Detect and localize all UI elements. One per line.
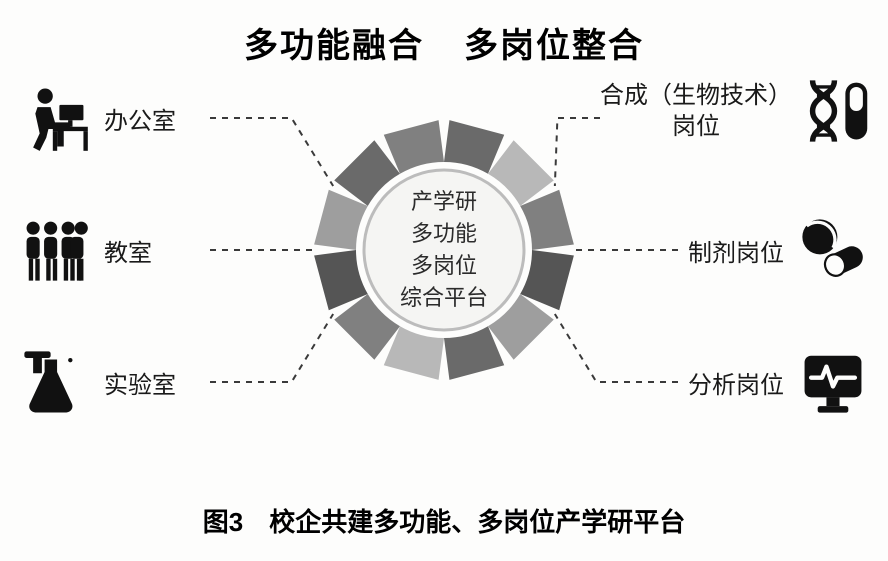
flask-icon (20, 347, 90, 417)
node-classroom: 教室 (20, 215, 152, 285)
node-office: 办公室 (20, 83, 176, 153)
figure-caption: 图3 校企共建多功能、多岗位产学研平台 (0, 502, 888, 539)
node-synthesis-label: 合成（生物技术） 岗位 (600, 80, 792, 142)
title-part2: 多岗位整合 (464, 27, 644, 65)
title-part1: 多功能融合 (244, 27, 424, 65)
monitor-wave-icon (798, 347, 868, 417)
pills-icon (798, 215, 868, 285)
gear-line-4: 综合平台 (400, 282, 488, 314)
node-office-label: 办公室 (104, 101, 176, 136)
gear-hub: 产学研 多功能 多岗位 综合平台 (314, 120, 574, 380)
person-desk-icon (20, 83, 90, 153)
node-synthesis: 合成（生物技术） 岗位 (600, 76, 876, 146)
node-synthesis-label-l1: 合成（生物技术） (600, 80, 792, 111)
node-analysis-label: 分析岗位 (688, 365, 784, 400)
node-classroom-label: 教室 (104, 233, 152, 268)
node-synthesis-label-l2: 岗位 (600, 111, 792, 142)
node-formulation: 制剂岗位 (688, 215, 868, 285)
gear-center-text: 产学研 多功能 多岗位 综合平台 (400, 186, 488, 314)
gear-line-3: 多岗位 (400, 250, 488, 282)
node-formulation-label: 制剂岗位 (688, 233, 784, 268)
dna-tube-icon (806, 76, 876, 146)
node-analysis: 分析岗位 (688, 347, 868, 417)
gear-line-1: 产学研 (400, 186, 488, 218)
gear-line-2: 多功能 (400, 218, 488, 250)
diagram-title: 多功能融合 多岗位整合 (0, 18, 888, 67)
node-lab: 实验室 (20, 347, 176, 417)
people-group-icon (20, 215, 90, 285)
node-lab-label: 实验室 (104, 365, 176, 400)
